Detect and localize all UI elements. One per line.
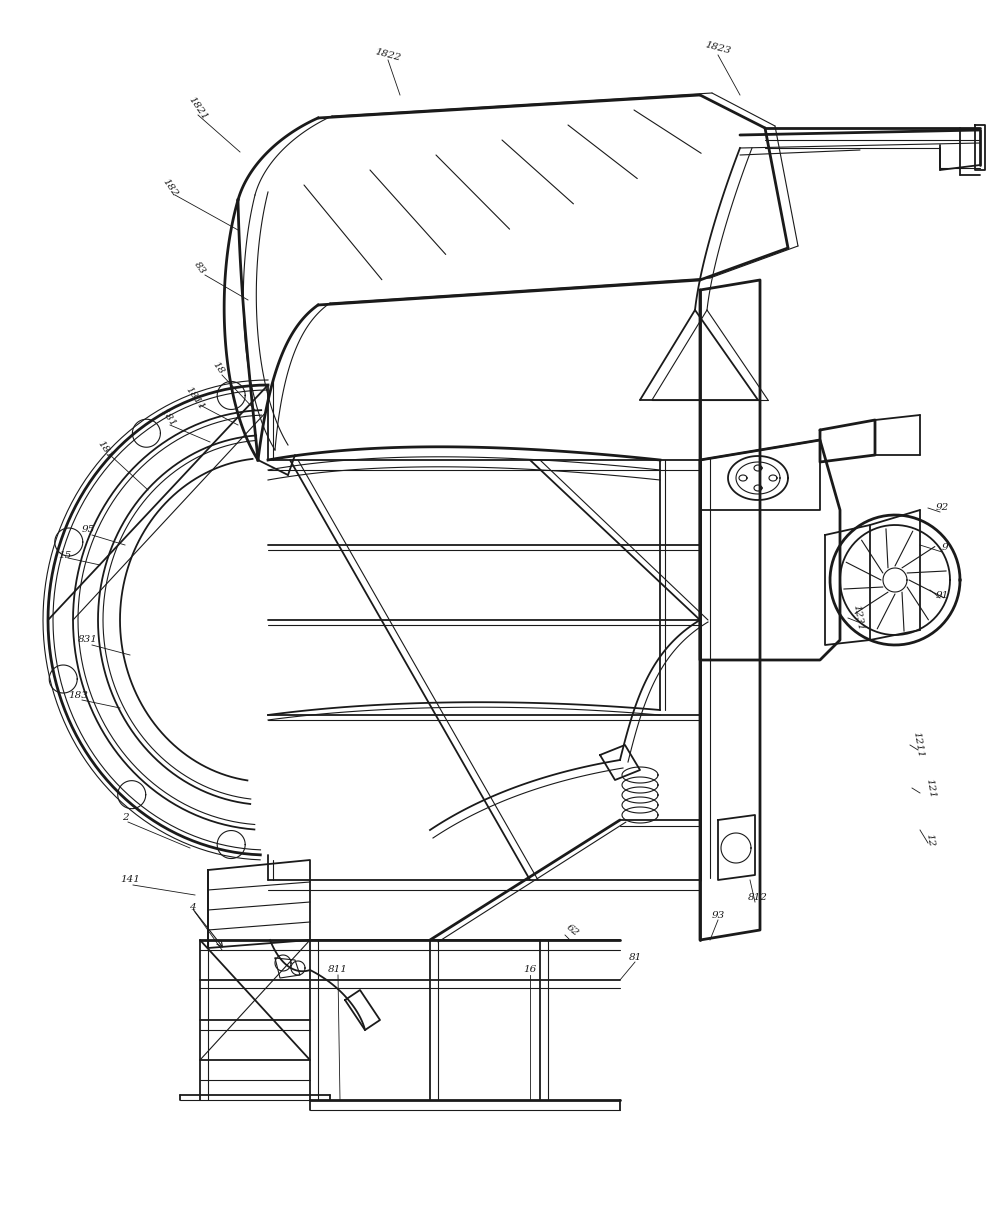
Text: 15: 15: [58, 550, 71, 560]
Text: 18: 18: [210, 360, 225, 376]
Text: 1231: 1231: [851, 604, 865, 632]
Text: 1822: 1822: [374, 47, 402, 63]
Text: 92: 92: [936, 503, 949, 513]
Text: 16: 16: [523, 966, 536, 974]
Text: 831: 831: [78, 636, 98, 644]
Text: 181: 181: [159, 407, 177, 429]
Text: 1821: 1821: [187, 94, 209, 121]
Text: 83: 83: [192, 260, 207, 276]
Text: 62: 62: [564, 922, 580, 938]
Text: 812: 812: [748, 893, 768, 902]
Text: 95: 95: [81, 526, 95, 534]
Text: 9: 9: [942, 544, 949, 553]
Text: 121: 121: [924, 777, 937, 799]
Text: 1823: 1823: [704, 40, 732, 56]
Text: 181: 181: [96, 439, 115, 461]
Text: 2: 2: [122, 814, 129, 822]
Text: 4: 4: [189, 903, 195, 913]
Text: 12: 12: [925, 833, 936, 848]
Text: 81: 81: [629, 954, 642, 962]
Text: 93: 93: [711, 910, 724, 920]
Text: 182: 182: [161, 178, 179, 198]
Text: 1811: 1811: [184, 384, 206, 411]
Text: 141: 141: [120, 875, 140, 885]
Text: 183: 183: [68, 690, 88, 700]
Text: 1211: 1211: [911, 731, 925, 759]
Text: 811: 811: [328, 966, 348, 974]
Text: 91: 91: [936, 590, 949, 600]
